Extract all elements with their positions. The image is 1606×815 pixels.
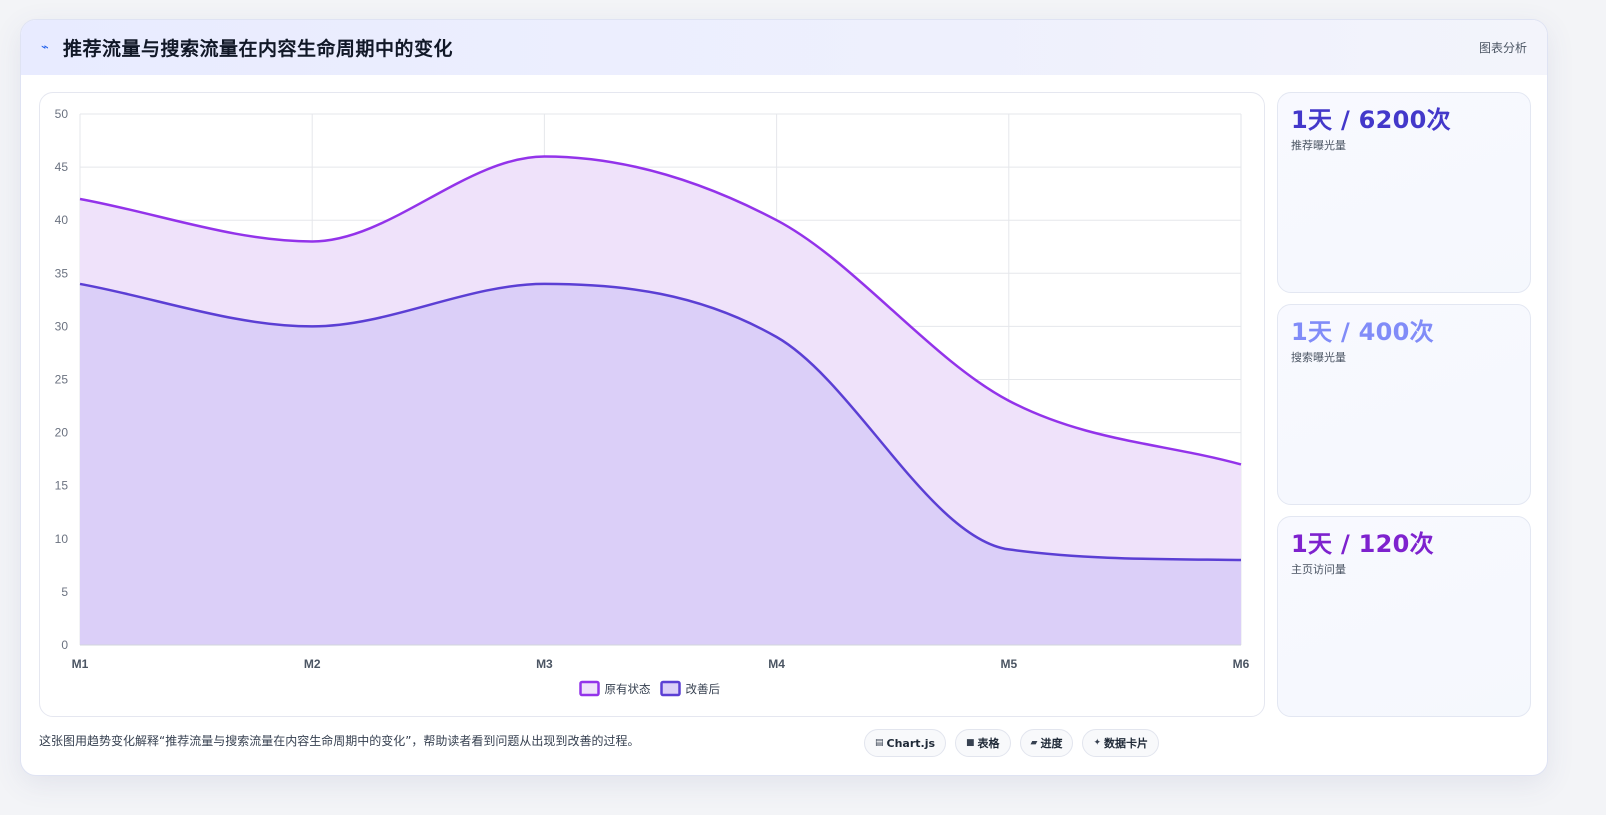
y-tick-label: 5	[61, 585, 68, 599]
chart-panel: 0 5 10 15 20 25 30 35 40 45 50 M1 M2 M3 M4 M5 M6 原有状态 改善后	[39, 92, 1265, 717]
chip-label: 数据卡片	[1104, 737, 1149, 750]
stat-card-search: 1天 / 400次 搜索曝光量	[1277, 304, 1531, 505]
y-tick-label: 25	[55, 373, 69, 387]
legend-label: 改善后	[686, 682, 721, 696]
progress-icon: ▰	[1030, 738, 1038, 748]
area-chart: 0 5 10 15 20 25 30 35 40 45 50 M1 M2 M3 M4 M5 M6 原有状态 改善后	[55, 107, 1250, 697]
stat-card-homepage: 1天 / 120次 主页访问量	[1277, 516, 1531, 717]
stat-label: 主页访问量	[1291, 563, 1346, 576]
y-tick-label: 20	[55, 426, 69, 440]
chip-label: Chart.js	[886, 736, 936, 750]
stat-value: 1天 / 400次	[1291, 318, 1434, 346]
y-tick-label: 35	[55, 266, 69, 280]
y-tick-label: 30	[55, 319, 69, 333]
chip-data-card[interactable]: ✦ 数据卡片	[1082, 729, 1160, 757]
title-wrap: ⌁ 推荐流量与搜索流量在内容生命周期中的变化	[41, 34, 453, 61]
y-tick-label: 10	[55, 532, 69, 546]
chart-icon: ▤	[875, 738, 884, 748]
page-title: 推荐流量与搜索流量在内容生命周期中的变化	[63, 38, 454, 60]
series-area	[80, 283, 1241, 645]
bolt-icon: ⌁	[41, 40, 49, 55]
header-tag: 图表分析	[1478, 41, 1527, 55]
chip-label: 表格	[977, 737, 1000, 750]
chip-label: 进度	[1040, 737, 1063, 750]
y-tick-label: 15	[55, 479, 69, 493]
y-tick-label: 40	[55, 213, 69, 227]
stat-label: 搜索曝光量	[1291, 351, 1346, 364]
chart-card: ⌁ 推荐流量与搜索流量在内容生命周期中的变化 图表分析 0 5 10 15 20 25 30…	[20, 19, 1548, 776]
stat-card-recommend: 1天 / 6200次 推荐曝光量	[1277, 92, 1531, 293]
chip-chartjs[interactable]: ▤ Chart.js	[864, 729, 947, 757]
table-icon: ■	[966, 738, 975, 748]
y-tick-label: 0	[61, 638, 68, 652]
stat-label: 推荐曝光量	[1291, 139, 1346, 152]
sparkle-icon: ✦	[1093, 738, 1102, 748]
legend-swatch	[660, 680, 681, 697]
tech-chips: ▤ Chart.js ■ 表格 ▰ 进度 ✦ 数据卡片	[864, 729, 1160, 757]
y-tick-label: 50	[55, 107, 69, 121]
chip-progress[interactable]: ▰ 进度	[1019, 729, 1074, 757]
chip-table[interactable]: ■ 表格	[955, 729, 1011, 757]
legend-swatch	[579, 680, 600, 697]
x-tick-label: M6	[1233, 657, 1250, 671]
stat-value: 1天 / 6200次	[1291, 106, 1451, 134]
series-line	[79, 155, 1242, 466]
card-header: ⌁ 推荐流量与搜索流量在内容生命周期中的变化 图表分析	[21, 20, 1547, 75]
stat-value: 1天 / 120次	[1291, 530, 1434, 558]
x-tick-label: M1	[72, 657, 89, 671]
chart-description: 这张图用趋势变化解释“推荐流量与搜索流量在内容生命周期中的变化”，帮助读者看到问…	[39, 734, 640, 748]
x-tick-label: M4	[768, 657, 785, 671]
series-line	[79, 282, 1242, 562]
y-tick-label: 45	[55, 160, 69, 174]
legend-label: 原有状态	[605, 682, 651, 696]
x-tick-label: M3	[536, 657, 553, 671]
x-tick-label: M5	[1000, 657, 1017, 671]
x-tick-label: M2	[304, 657, 321, 671]
